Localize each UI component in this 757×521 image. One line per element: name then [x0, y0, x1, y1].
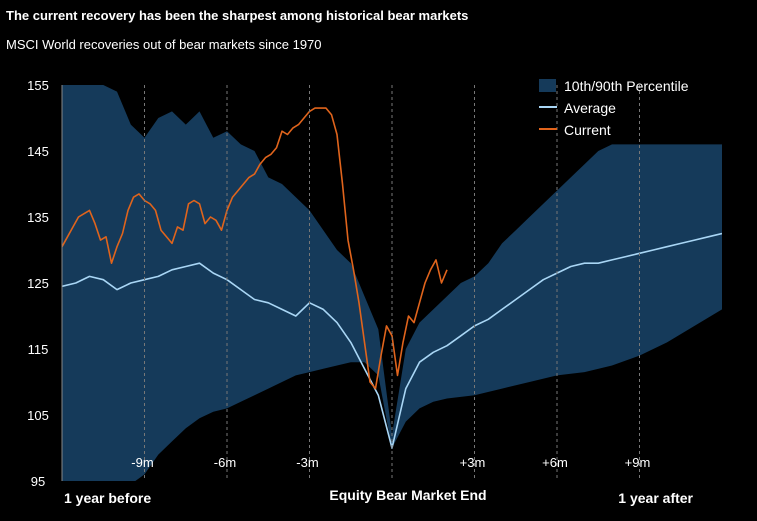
- bottom-label-center: Equity Bear Market End: [329, 487, 486, 503]
- x-tick-label: -9m: [131, 455, 153, 470]
- legend: 10th/90th Percentile Average Current: [539, 78, 689, 138]
- chart-title: The current recovery has been the sharpe…: [6, 8, 469, 23]
- x-tick-label: +3m: [460, 455, 486, 470]
- label-layer: -9m -6m -3m +3m +6m +9m: [131, 455, 650, 470]
- axis-layer: 95 105 115 125 135 145 155: [27, 78, 63, 489]
- x-tick-label: -3m: [296, 455, 318, 470]
- x-tick-label: +9m: [625, 455, 651, 470]
- y-tick-label: 115: [28, 342, 49, 357]
- x-tick-label: +6m: [542, 455, 568, 470]
- y-tick-label: 125: [27, 276, 49, 291]
- legend-current-label: Current: [564, 122, 611, 138]
- y-tick-label: 135: [27, 210, 49, 225]
- legend-average-label: Average: [564, 100, 616, 116]
- y-tick-label: 95: [31, 474, 45, 489]
- y-tick-label: 105: [27, 408, 49, 423]
- y-tick-label: 155: [27, 78, 49, 93]
- grid-layer: [144, 85, 640, 481]
- bottom-label-left: 1 year before: [64, 490, 151, 506]
- y-tick-label: 145: [27, 144, 49, 159]
- legend-band-label: 10th/90th Percentile: [564, 78, 689, 94]
- current-line: [62, 107, 448, 390]
- x-tick-label: -6m: [214, 455, 236, 470]
- bottom-label-right: 1 year after: [618, 490, 693, 506]
- chart-subtitle: MSCI World recoveries out of bear market…: [6, 37, 322, 52]
- legend-band-swatch: [539, 79, 556, 92]
